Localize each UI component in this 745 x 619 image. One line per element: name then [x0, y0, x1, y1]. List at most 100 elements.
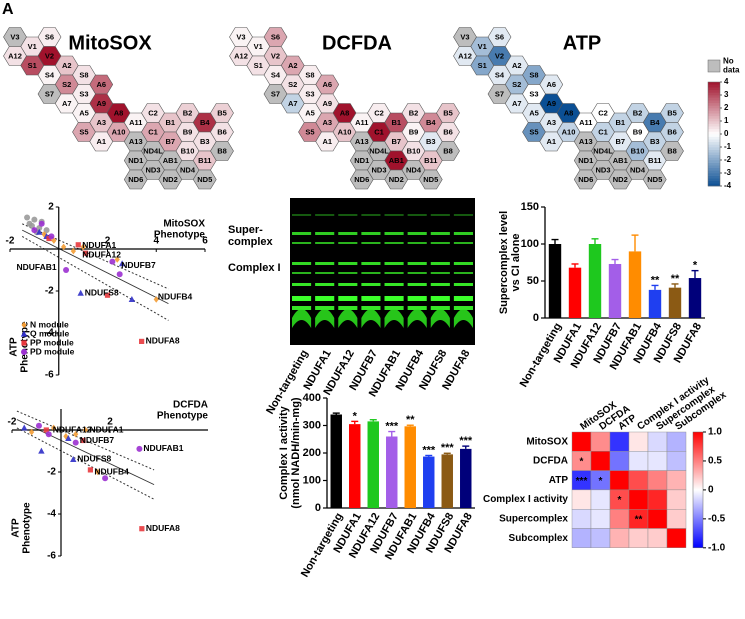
- hex-cell: [436, 141, 460, 161]
- gel-band: [338, 296, 358, 301]
- gel-band: [430, 272, 450, 274]
- gel-smear: [384, 309, 404, 328]
- gel-band: [315, 296, 335, 301]
- map-title: ATP: [563, 32, 602, 54]
- hex-label: B1: [391, 118, 401, 127]
- hex-cell: [660, 141, 684, 161]
- hex-label: B7: [391, 137, 401, 146]
- row-label: MitoSOX: [526, 436, 568, 447]
- colorbar: [692, 431, 704, 549]
- error-bar: [406, 424, 414, 427]
- colorbar-step: [708, 102, 720, 106]
- point: [24, 214, 31, 221]
- bar: [423, 456, 435, 508]
- point: [46, 235, 52, 242]
- gel-band: [453, 283, 473, 286]
- point: [31, 227, 38, 234]
- colorbar-step: [708, 173, 720, 176]
- point: [128, 296, 136, 302]
- colorbar-step: [708, 128, 720, 132]
- colorbar-step: [708, 183, 720, 187]
- x-tick-label: 6: [202, 236, 208, 247]
- fit-line: [16, 427, 155, 500]
- point: [35, 422, 42, 429]
- hex-cell: [418, 169, 443, 190]
- heatmap-cell: [666, 451, 687, 471]
- significance: *: [353, 410, 358, 422]
- colorbar-step: [708, 105, 720, 109]
- y-axis-label: ATPPhenotype: [8, 321, 30, 373]
- colorbar-step: [708, 82, 720, 85]
- hex-label: B1: [165, 118, 175, 127]
- point: [41, 231, 47, 238]
- gel-band: [384, 242, 404, 244]
- hex-label: A5: [529, 108, 539, 117]
- point: [80, 243, 86, 251]
- error-bar: [691, 269, 699, 279]
- error-bar: [591, 238, 599, 244]
- hex-label: A7: [288, 99, 298, 108]
- bar: [441, 454, 453, 508]
- hex-label: B3: [200, 137, 210, 146]
- gel-band: [430, 283, 450, 286]
- legend-label: PP module: [30, 337, 74, 347]
- point: [72, 439, 79, 446]
- point-label: NDUFA1: [90, 424, 124, 434]
- gel-band: [292, 283, 312, 286]
- point: [73, 430, 79, 438]
- point-label: NDUFA12: [82, 250, 121, 260]
- error-bar: [332, 412, 340, 415]
- hex-label: B3: [426, 137, 436, 146]
- point: [51, 424, 57, 432]
- hex-label: ND5: [197, 175, 212, 184]
- gel-band: [430, 214, 450, 216]
- hex-label: AB1: [389, 156, 404, 165]
- colorbar-step: [708, 134, 720, 137]
- error-bar: [369, 419, 377, 422]
- bar: [628, 251, 642, 318]
- cell-star: ***: [576, 476, 588, 487]
- heatmap-cell: [647, 528, 668, 548]
- hex-label: A6: [322, 80, 332, 89]
- y-tick-label: 400: [303, 392, 321, 404]
- colorbar-tick-label: -1: [724, 142, 732, 151]
- legend-label: N module: [30, 319, 69, 329]
- hex-label: B2: [183, 108, 193, 117]
- y-tick-label: 100: [521, 238, 539, 250]
- point-label: NDUFAB1: [143, 443, 183, 453]
- no-data-swatch: [707, 59, 721, 73]
- hex-label: B11: [648, 156, 661, 165]
- error-bar: [462, 445, 470, 449]
- gel-band: [361, 214, 381, 216]
- gel-band: [384, 296, 404, 301]
- error-bar: [425, 454, 433, 457]
- gel-label: Complex I: [228, 262, 281, 274]
- gel-band: [292, 214, 312, 216]
- colorbar-step: [708, 149, 720, 153]
- x-axis-label: MitoSOX Phenotype: [154, 218, 206, 240]
- fit-line: [21, 223, 169, 290]
- y-tick-label: -4: [47, 509, 56, 520]
- gel-band: [384, 262, 404, 265]
- gel-band: [407, 242, 427, 244]
- point-label: NDUFA1: [82, 240, 116, 250]
- hex-label: B10: [407, 146, 421, 155]
- colorbar-step: [708, 139, 720, 143]
- error-bar: [651, 284, 659, 290]
- gel-band: [384, 306, 404, 310]
- gel-band: [430, 232, 450, 235]
- error-bar: [388, 430, 396, 437]
- hex-label: A2: [512, 61, 522, 70]
- hex-label: V1: [254, 42, 263, 51]
- point: [21, 424, 28, 431]
- point: [70, 456, 77, 462]
- hex-cell: [642, 169, 667, 190]
- point: [95, 468, 101, 476]
- colorbar-tick-label: -0.5: [708, 513, 726, 524]
- point: [63, 267, 70, 273]
- hex-label: B4: [426, 118, 436, 127]
- colorbar-tick-label: -2: [724, 155, 732, 164]
- point-label: NDUFS8: [85, 287, 119, 297]
- hex-label: A11: [579, 118, 592, 127]
